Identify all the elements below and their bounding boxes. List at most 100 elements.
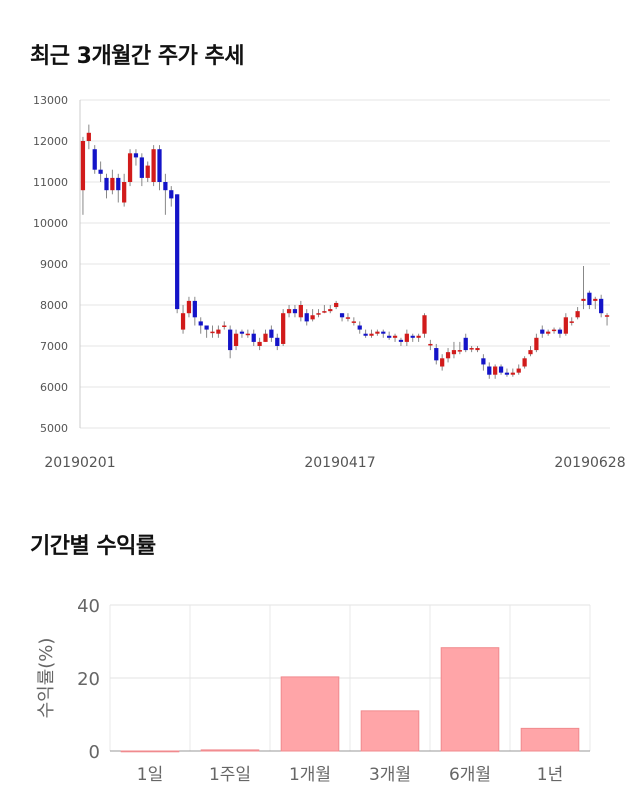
price-x-tick-label: 20190417 bbox=[304, 455, 375, 471]
candle-body bbox=[228, 329, 233, 351]
candle-body bbox=[222, 325, 227, 327]
price-y-tick-label: 12000 bbox=[33, 135, 68, 148]
candle-body bbox=[98, 169, 103, 174]
candle-body bbox=[145, 165, 150, 178]
candle-body bbox=[522, 358, 527, 367]
candle-body bbox=[392, 335, 398, 338]
candle-body bbox=[357, 325, 362, 330]
candle-body bbox=[169, 190, 174, 199]
candle-body bbox=[304, 313, 309, 322]
returns-bar bbox=[520, 727, 580, 752]
candle-body bbox=[510, 372, 515, 375]
price-y-tick-label: 11000 bbox=[33, 176, 68, 189]
candle-body bbox=[210, 331, 215, 334]
price-y-tick-label: 5000 bbox=[40, 422, 68, 435]
candle-body bbox=[387, 335, 392, 338]
candle-body bbox=[498, 366, 504, 373]
candle-body bbox=[151, 149, 156, 182]
returns-bar bbox=[280, 676, 340, 752]
candle-body bbox=[369, 333, 374, 336]
candle-body bbox=[239, 331, 245, 334]
price-y-tick-label: 7000 bbox=[40, 340, 68, 353]
returns-y-axis-label: 수익률(%) bbox=[36, 638, 57, 719]
price-trend-title: 최근 3개월간 주가 추세 bbox=[30, 44, 244, 69]
candle-body bbox=[322, 311, 327, 313]
returns-y-tick-label: 40 bbox=[77, 596, 100, 617]
candle-body bbox=[192, 300, 197, 318]
candle-body bbox=[127, 153, 133, 182]
candle-body bbox=[457, 350, 462, 352]
price-y-tick-label: 6000 bbox=[40, 381, 68, 394]
candle-body bbox=[86, 132, 91, 141]
candle-body bbox=[440, 358, 445, 367]
candle-body bbox=[534, 337, 539, 351]
candle-body bbox=[587, 292, 592, 305]
candle-body bbox=[569, 321, 574, 323]
candle-body bbox=[263, 333, 268, 342]
candle-body bbox=[398, 339, 404, 342]
candle-body bbox=[257, 341, 262, 346]
candle-body bbox=[281, 313, 286, 344]
price-trend-chart: 13000 12000 11000 10000 9000 8000 7000 6000 5000… bbox=[33, 94, 626, 471]
candle-body bbox=[204, 325, 209, 330]
returns-y-tick-label: 20 bbox=[77, 669, 100, 690]
candle-body bbox=[428, 343, 433, 346]
candle-body bbox=[481, 358, 486, 365]
returns-bar bbox=[360, 710, 420, 752]
candle-body bbox=[581, 298, 586, 301]
candle-body bbox=[139, 157, 144, 178]
returns-x-tick-label: 1주일 bbox=[209, 765, 251, 785]
candle-body bbox=[92, 149, 97, 170]
candle-body bbox=[233, 333, 239, 346]
price-y-tick-label: 8000 bbox=[40, 299, 68, 312]
candle-body bbox=[575, 311, 580, 318]
returns-title: 기간별 수익률 bbox=[30, 534, 156, 559]
returns-x-tick-label: 3개월 bbox=[369, 765, 411, 785]
price-x-tick-label: 20190201 bbox=[44, 455, 115, 471]
candle-body bbox=[328, 309, 333, 312]
candle-body bbox=[604, 315, 610, 317]
candle-body bbox=[339, 313, 345, 318]
candle-body bbox=[375, 331, 380, 334]
returns-x-tick-label: 1일 bbox=[137, 765, 163, 785]
candle-body bbox=[116, 177, 121, 191]
candle-body bbox=[345, 317, 351, 319]
candle-body bbox=[275, 337, 280, 346]
candle-body bbox=[310, 315, 315, 320]
candle-body bbox=[410, 335, 415, 338]
candle-body bbox=[434, 348, 439, 361]
candle-body bbox=[381, 331, 386, 334]
candle-body bbox=[363, 333, 368, 336]
candle-body bbox=[269, 329, 274, 338]
candle-body bbox=[416, 335, 421, 338]
candle-body bbox=[475, 348, 480, 351]
returns-bar bbox=[120, 750, 180, 753]
candle-body bbox=[599, 298, 604, 314]
returns-bar bbox=[440, 647, 500, 752]
candle-body bbox=[110, 177, 115, 191]
candle-body bbox=[469, 348, 474, 350]
returns-bar bbox=[200, 749, 260, 752]
candle-body bbox=[504, 372, 510, 375]
candle-body bbox=[445, 352, 451, 359]
candle-body bbox=[133, 153, 139, 158]
candle-body bbox=[493, 366, 498, 375]
candle-body bbox=[198, 321, 203, 326]
candle-body bbox=[180, 313, 186, 330]
candle-body bbox=[463, 337, 468, 351]
candle-body bbox=[563, 317, 568, 334]
candle-body bbox=[245, 333, 250, 336]
candle-body bbox=[516, 368, 521, 373]
candle-body bbox=[298, 305, 303, 318]
candle-body bbox=[487, 366, 492, 375]
candle-body bbox=[451, 350, 457, 355]
candle-body bbox=[546, 331, 551, 334]
candle-body bbox=[351, 321, 356, 323]
candle-body bbox=[80, 141, 86, 191]
candle-body bbox=[186, 300, 192, 314]
price-y-tick-label: 10000 bbox=[33, 217, 68, 230]
returns-y-tick-label: 0 bbox=[89, 742, 100, 763]
candle-body bbox=[292, 309, 298, 314]
returns-x-tick-label: 1년 bbox=[537, 765, 563, 785]
